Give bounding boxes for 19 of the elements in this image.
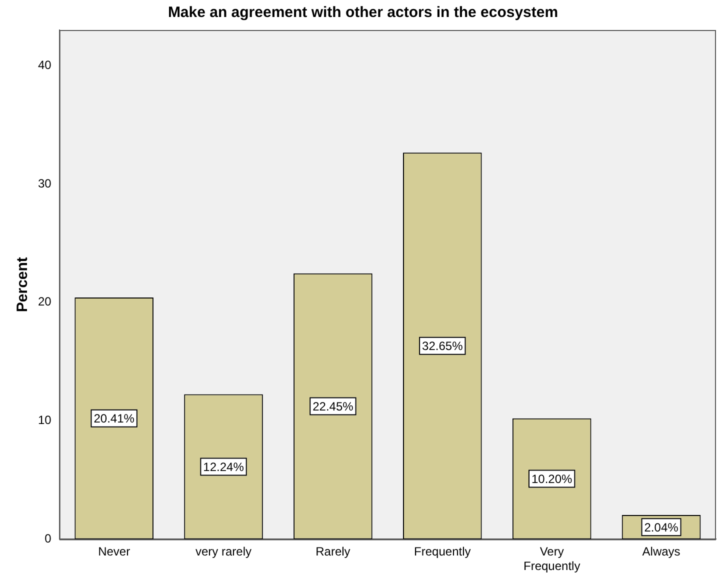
data-label: 12.24% bbox=[203, 460, 244, 474]
data-label: 10.20% bbox=[531, 472, 573, 486]
y-tick-label: 0 bbox=[44, 532, 52, 546]
x-tick-label: Never bbox=[98, 544, 130, 559]
y-axis-title: Percent bbox=[14, 257, 32, 312]
chart-title: Make an agreement with other actors in the ecosystem bbox=[168, 4, 558, 22]
y-tick-label: 40 bbox=[38, 58, 52, 72]
x-tick-label: Very Frequently bbox=[523, 544, 580, 574]
y-tick-label: 30 bbox=[38, 176, 52, 190]
x-tick-label: Always bbox=[642, 544, 680, 559]
data-label: 22.45% bbox=[312, 400, 354, 414]
y-tick-label: 20 bbox=[38, 294, 52, 309]
y-tick-label: 10 bbox=[38, 413, 52, 428]
data-label: 2.04% bbox=[644, 520, 679, 534]
x-tick-label: Frequently bbox=[414, 544, 471, 559]
x-tick-label: Rarely bbox=[316, 544, 350, 559]
x-tick-label: very rarely bbox=[196, 544, 252, 559]
data-label: 32.65% bbox=[422, 339, 464, 354]
data-label: 20.41% bbox=[94, 412, 135, 426]
